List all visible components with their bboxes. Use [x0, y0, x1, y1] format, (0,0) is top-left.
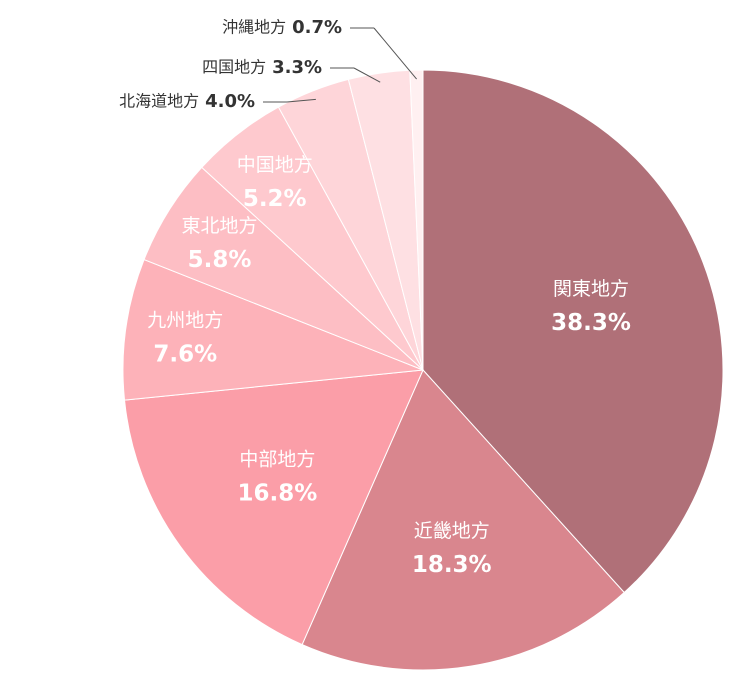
- slice-value: 4.0%: [205, 91, 255, 112]
- leader-line: [373, 27, 417, 80]
- slice-label: 東北地方: [182, 215, 258, 237]
- slice-value: 18.3%: [412, 552, 492, 578]
- slice-value: 5.8%: [188, 247, 252, 273]
- slice-value: 3.3%: [272, 57, 322, 78]
- slice-label: 中部地方: [239, 448, 315, 470]
- slice-value: 7.6%: [153, 341, 217, 367]
- slice-value: 16.8%: [237, 480, 317, 506]
- slice-label: 九州地方: [147, 309, 223, 331]
- pie-slice: [422, 69, 724, 594]
- leader-line: [286, 98, 316, 103]
- slice-value: 38.3%: [551, 310, 631, 336]
- slice-value: 5.2%: [243, 186, 307, 212]
- pie-slice: [301, 369, 625, 671]
- pie-slice: [123, 369, 424, 646]
- slice-label: 近畿地方: [414, 520, 490, 542]
- leader-line: [353, 67, 381, 83]
- slice-value: 0.7%: [292, 17, 342, 38]
- slice-label: 四国地方: [202, 58, 266, 77]
- slice-label: 関東地方: [553, 278, 629, 300]
- slice-label: 北海道地方: [119, 92, 199, 111]
- slice-label: 中国地方: [237, 154, 313, 176]
- pie-slice: [122, 258, 424, 401]
- slice-label: 沖縄地方: [222, 18, 286, 37]
